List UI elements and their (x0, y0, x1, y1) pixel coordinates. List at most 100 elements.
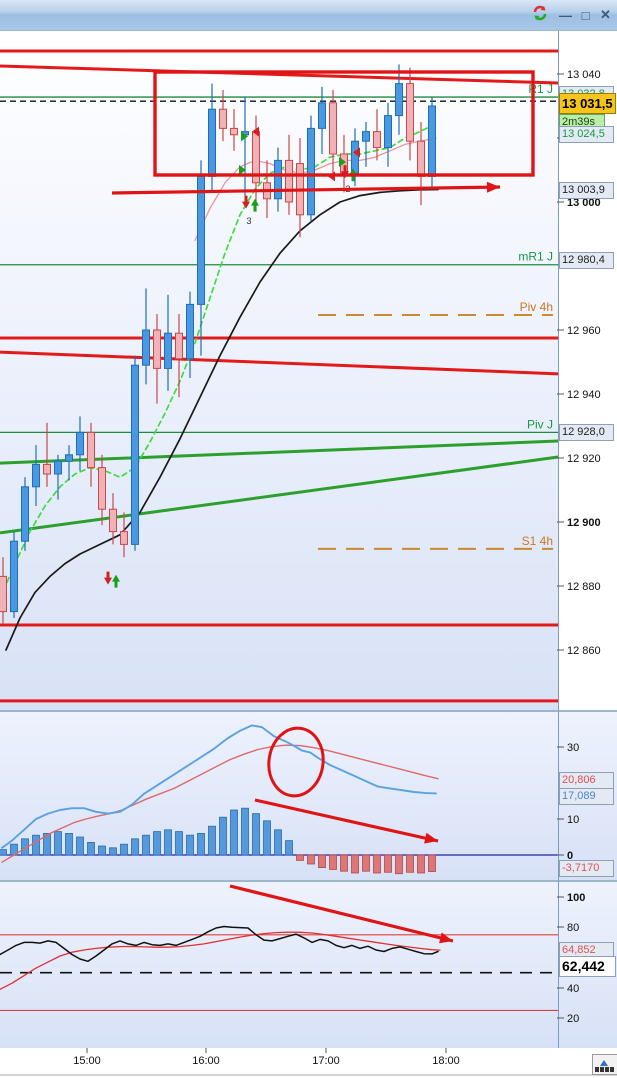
candle (351, 140, 359, 174)
close-button[interactable]: ✕ (600, 7, 611, 22)
axis-tick-label: 12 940 (567, 389, 601, 401)
axis-tick-label: 12 920 (567, 453, 601, 465)
macd-histogram-bar (417, 854, 425, 874)
oscillator-down-arrow-annotation-head (439, 932, 453, 944)
axis-label-osc-line-value: 62,442 (559, 956, 616, 977)
candle (43, 463, 51, 475)
candle (98, 467, 106, 510)
candle (65, 454, 73, 462)
candle (274, 159, 282, 200)
axis-tick-label: 40 (567, 983, 579, 995)
trade-count-label: 3 (246, 216, 251, 226)
macd-down-arrow-annotation-head (424, 832, 438, 844)
macd-histogram-bar (285, 840, 293, 856)
candle (318, 102, 326, 129)
candle (384, 115, 392, 149)
axis-tick-label: 100 (567, 892, 585, 904)
candle (395, 83, 403, 117)
macd-histogram-bar (351, 854, 359, 874)
time-tick-label[interactable]: 18:00 (432, 1055, 460, 1067)
axis-tick-label: 80 (567, 922, 579, 934)
candle (153, 329, 161, 369)
candle (131, 364, 139, 545)
candle (373, 131, 381, 149)
macd-histogram-bar (43, 833, 51, 856)
time-tick-label[interactable]: 15:00 (73, 1055, 101, 1067)
macd-histogram-bar (120, 843, 128, 856)
restore-panel-button[interactable] (592, 1054, 617, 1075)
red-trendline[interactable] (0, 64, 559, 85)
macd-histogram-bar (0, 849, 7, 856)
macd-histogram-bar (395, 854, 403, 875)
axis-tick-label: 12 860 (567, 645, 601, 657)
macd-histogram-bar (219, 816, 227, 856)
axis-tick-label: 12 960 (567, 325, 601, 337)
macd-histogram-bar (230, 809, 238, 856)
macd-histogram-bar (186, 834, 194, 856)
axis-tick-label: 13 040 (567, 69, 601, 81)
minimize-button[interactable]: — (559, 7, 572, 23)
macd-histogram-bar (340, 854, 348, 872)
refresh-icon[interactable] (531, 4, 549, 27)
macd-histogram-bar (296, 854, 304, 861)
oscillator-down-arrow-annotation[interactable] (229, 884, 454, 943)
candle (285, 159, 293, 203)
crossover-ellipse-annotation[interactable] (265, 725, 328, 800)
ma-slow-line (5, 188, 439, 651)
time-tick-label[interactable]: 16:00 (192, 1055, 220, 1067)
axis-label-ema-fast-value: 13 024,5 (559, 126, 614, 143)
axis-label-piv-value: 12 928,0 (559, 424, 614, 441)
macd-histogram-bar (329, 854, 337, 870)
time-tick-label[interactable]: 17:00 (312, 1055, 340, 1067)
support-arrow-annotation-head (486, 181, 500, 193)
candle (406, 83, 414, 142)
macd-histogram-bar (197, 833, 205, 856)
down-arrow-icon (104, 577, 112, 585)
buy-marker-icon (239, 165, 246, 175)
candle (208, 108, 216, 177)
macd-histogram-bar (164, 829, 172, 856)
buy-marker-icon (241, 131, 248, 142)
macd-histogram-bar (384, 854, 392, 873)
support-arrow-annotation[interactable] (111, 185, 501, 195)
axis-tick-label: 10 (567, 814, 579, 826)
consolidation-rectangle-annotation[interactable] (153, 70, 535, 177)
sell-marker-icon (353, 147, 360, 158)
macd-down-arrow-annotation[interactable] (254, 798, 439, 843)
axis-label-last-price: 13 031,5 (559, 93, 616, 114)
candle (0, 575, 7, 613)
oscillator-line (0, 925, 439, 963)
axis-tick-label: 20 (567, 1013, 579, 1025)
macd-histogram-bar (175, 831, 183, 856)
candle (76, 431, 84, 456)
green-trendline[interactable] (0, 455, 559, 535)
macd-histogram-bar (54, 831, 62, 856)
time-axis-background (0, 1048, 617, 1078)
macd-histogram-bar (307, 854, 315, 865)
candle (175, 332, 183, 360)
level-label: Piv J (527, 417, 553, 431)
macd-histogram-bar (153, 831, 161, 856)
maximize-button[interactable]: □ (581, 7, 590, 23)
macd-histogram-bar (142, 834, 150, 856)
macd-histogram-bar (428, 854, 436, 872)
down-arrow-icon (242, 201, 250, 209)
panel-bars-icon (595, 1067, 614, 1072)
candle (54, 460, 62, 475)
level-label: Piv 4h (520, 300, 553, 314)
candle (21, 486, 29, 542)
macd-histogram-bar (362, 854, 370, 872)
axis-label-macd-signal-value: 20,806 (559, 772, 614, 789)
axis-label-mr1-value: 12 980,4 (559, 252, 614, 269)
titlebar[interactable]: — □ ✕ (0, 0, 617, 31)
sell-marker-icon (252, 126, 259, 137)
macd-line (1, 724, 437, 849)
candle (417, 140, 425, 177)
axis-tick-label: 0 (567, 850, 573, 862)
macd-histogram-bar (65, 833, 73, 856)
macd-histogram-bar (252, 813, 260, 856)
macd-histogram-bar (373, 854, 381, 874)
red-trendline[interactable] (0, 350, 559, 376)
